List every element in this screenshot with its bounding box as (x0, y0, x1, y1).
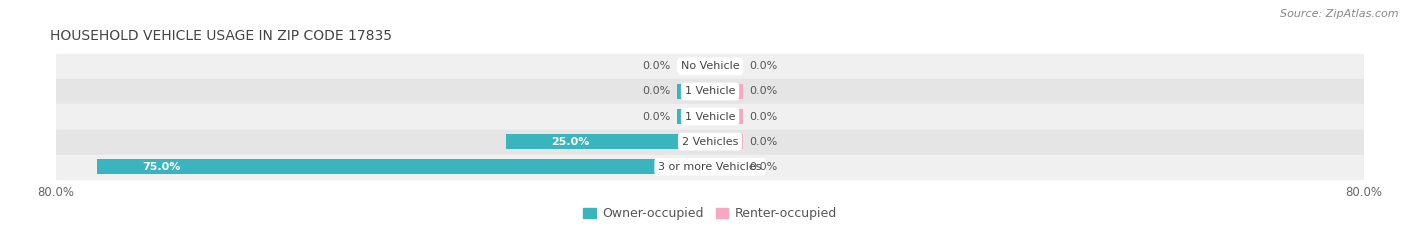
Bar (710, 134, 742, 149)
Text: 25.0%: 25.0% (551, 137, 589, 147)
Text: 1 Vehicle: 1 Vehicle (685, 86, 735, 96)
Text: 3 or more Vehicles: 3 or more Vehicles (658, 162, 762, 172)
Text: 0.0%: 0.0% (749, 112, 778, 121)
Text: 0.0%: 0.0% (643, 86, 671, 96)
Text: Source: ZipAtlas.com: Source: ZipAtlas.com (1281, 9, 1399, 19)
Bar (56, 130, 1364, 154)
Bar (710, 159, 742, 175)
Text: 0.0%: 0.0% (749, 162, 778, 172)
Bar (506, 134, 710, 149)
Bar (710, 109, 742, 124)
Text: HOUSEHOLD VEHICLE USAGE IN ZIP CODE 17835: HOUSEHOLD VEHICLE USAGE IN ZIP CODE 1783… (49, 29, 392, 43)
Text: 0.0%: 0.0% (643, 112, 671, 121)
Text: 2 Vehicles: 2 Vehicles (682, 137, 738, 147)
Text: 1 Vehicle: 1 Vehicle (685, 112, 735, 121)
Text: 0.0%: 0.0% (749, 61, 778, 71)
Text: No Vehicle: No Vehicle (681, 61, 740, 71)
Bar (56, 54, 1364, 78)
Bar (56, 79, 1364, 103)
Text: 0.0%: 0.0% (643, 61, 671, 71)
Text: 0.0%: 0.0% (749, 137, 778, 147)
Bar (678, 84, 710, 99)
Bar (56, 155, 1364, 179)
Text: 75.0%: 75.0% (142, 162, 180, 172)
Bar (97, 159, 710, 175)
Legend: Owner-occupied, Renter-occupied: Owner-occupied, Renter-occupied (578, 202, 842, 225)
Bar (710, 58, 742, 74)
Bar (678, 58, 710, 74)
Bar (678, 109, 710, 124)
Text: 0.0%: 0.0% (749, 86, 778, 96)
Bar (710, 84, 742, 99)
Bar (56, 104, 1364, 129)
